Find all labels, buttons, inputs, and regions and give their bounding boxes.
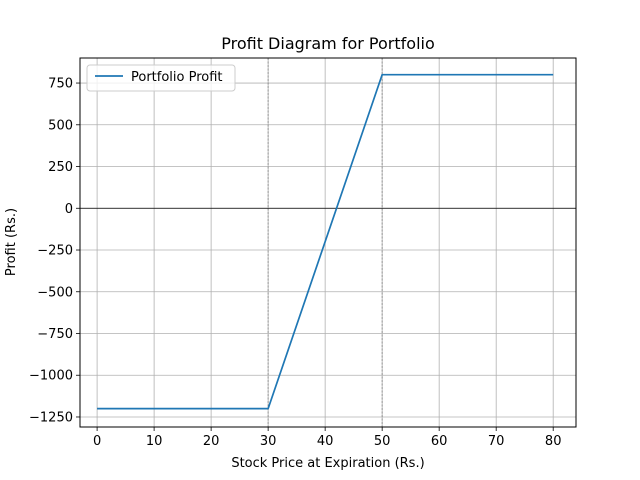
- y-axis-ticks: −1250 −1000 −750 −500 −250 0 250 500 750: [29, 77, 80, 425]
- series-lines: [97, 73, 554, 410]
- x-tick-label: 60: [431, 434, 448, 449]
- x-tick-label: 40: [317, 434, 334, 449]
- y-tick-label: −750: [37, 327, 73, 342]
- y-axis-label: Profit (Rs.): [4, 208, 19, 276]
- y-tick-label: −250: [37, 244, 73, 259]
- legend-label-portfolio-profit: Portfolio Profit: [131, 70, 223, 85]
- y-tick-label: −500: [37, 285, 73, 300]
- y-tick-label: 0: [65, 202, 73, 217]
- legend-box: [86, 64, 236, 92]
- plot-frame: [79, 57, 577, 428]
- chart-title: Profit Diagram for Portfolio: [221, 34, 435, 53]
- x-axis-label: Stock Price at Expiration (Rs.): [231, 456, 424, 471]
- reference-lines: [80, 58, 576, 427]
- x-tick-label: 10: [146, 434, 163, 449]
- x-tick-label: 70: [488, 434, 505, 449]
- y-tick-label: −1000: [29, 369, 73, 384]
- x-tick-label: 30: [260, 434, 277, 449]
- legend: Portfolio Profit: [86, 64, 236, 92]
- x-tick-label: 20: [203, 434, 220, 449]
- y-tick-label: 500: [48, 118, 73, 133]
- series-line-portfolio-profit: [97, 73, 554, 410]
- x-tick-label: 0: [93, 434, 101, 449]
- y-tick-label: −1250: [29, 410, 73, 425]
- x-tick-label: 50: [374, 434, 391, 449]
- x-tick-label: 80: [545, 434, 562, 449]
- y-tick-label: 750: [48, 77, 73, 92]
- x-axis-ticks: 0 10 20 30 40 50 60 70 80: [93, 427, 562, 449]
- y-tick-label: 250: [48, 160, 73, 175]
